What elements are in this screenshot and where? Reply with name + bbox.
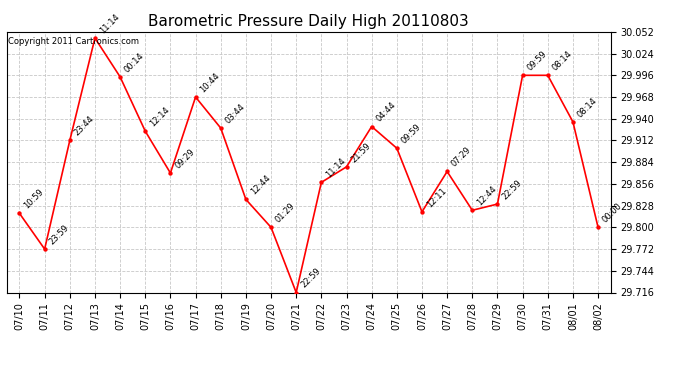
Text: 09:59: 09:59: [525, 50, 549, 72]
Text: 10:44: 10:44: [198, 71, 221, 94]
Text: 12:11: 12:11: [425, 186, 448, 209]
Text: 03:44: 03:44: [224, 102, 247, 125]
Text: 11:14: 11:14: [98, 12, 121, 35]
Point: [215, 125, 226, 131]
Text: 09:29: 09:29: [173, 147, 197, 170]
Text: 23:44: 23:44: [72, 114, 96, 138]
Point: [290, 290, 302, 296]
Point: [140, 128, 151, 134]
Text: 22:59: 22:59: [500, 178, 524, 201]
Text: 22:59: 22:59: [299, 267, 322, 290]
Point: [466, 207, 477, 213]
Text: 12:44: 12:44: [475, 184, 498, 207]
Point: [341, 164, 352, 170]
Text: 01:29: 01:29: [274, 201, 297, 225]
Point: [316, 179, 327, 185]
Text: 21:59: 21:59: [349, 141, 373, 164]
Point: [115, 74, 126, 80]
Text: 11:14: 11:14: [324, 156, 347, 180]
Point: [39, 246, 50, 252]
Text: Copyright 2011 Cartronics.com: Copyright 2011 Cartronics.com: [8, 37, 139, 46]
Point: [391, 145, 402, 151]
Text: 12:14: 12:14: [148, 105, 171, 128]
Text: 10:59: 10:59: [22, 188, 46, 211]
Point: [165, 170, 176, 176]
Text: 00:00: 00:00: [601, 201, 624, 225]
Text: 08:14: 08:14: [551, 49, 574, 72]
Text: 04:44: 04:44: [375, 100, 397, 124]
Point: [517, 72, 528, 78]
Point: [442, 168, 453, 174]
Point: [240, 196, 251, 202]
Point: [266, 224, 277, 230]
Text: 09:59: 09:59: [400, 122, 423, 146]
Point: [366, 123, 377, 129]
Point: [417, 209, 428, 215]
Text: 07:29: 07:29: [450, 146, 473, 169]
Title: Barometric Pressure Daily High 20110803: Barometric Pressure Daily High 20110803: [148, 14, 469, 29]
Text: 00:14: 00:14: [123, 51, 146, 74]
Point: [190, 94, 201, 100]
Point: [593, 224, 604, 230]
Point: [542, 72, 553, 78]
Point: [90, 35, 101, 41]
Text: 12:44: 12:44: [248, 174, 272, 196]
Point: [492, 201, 503, 207]
Point: [567, 119, 578, 125]
Text: 08:14: 08:14: [575, 96, 599, 119]
Point: [64, 138, 75, 144]
Point: [14, 210, 25, 216]
Text: 23:59: 23:59: [48, 223, 70, 246]
